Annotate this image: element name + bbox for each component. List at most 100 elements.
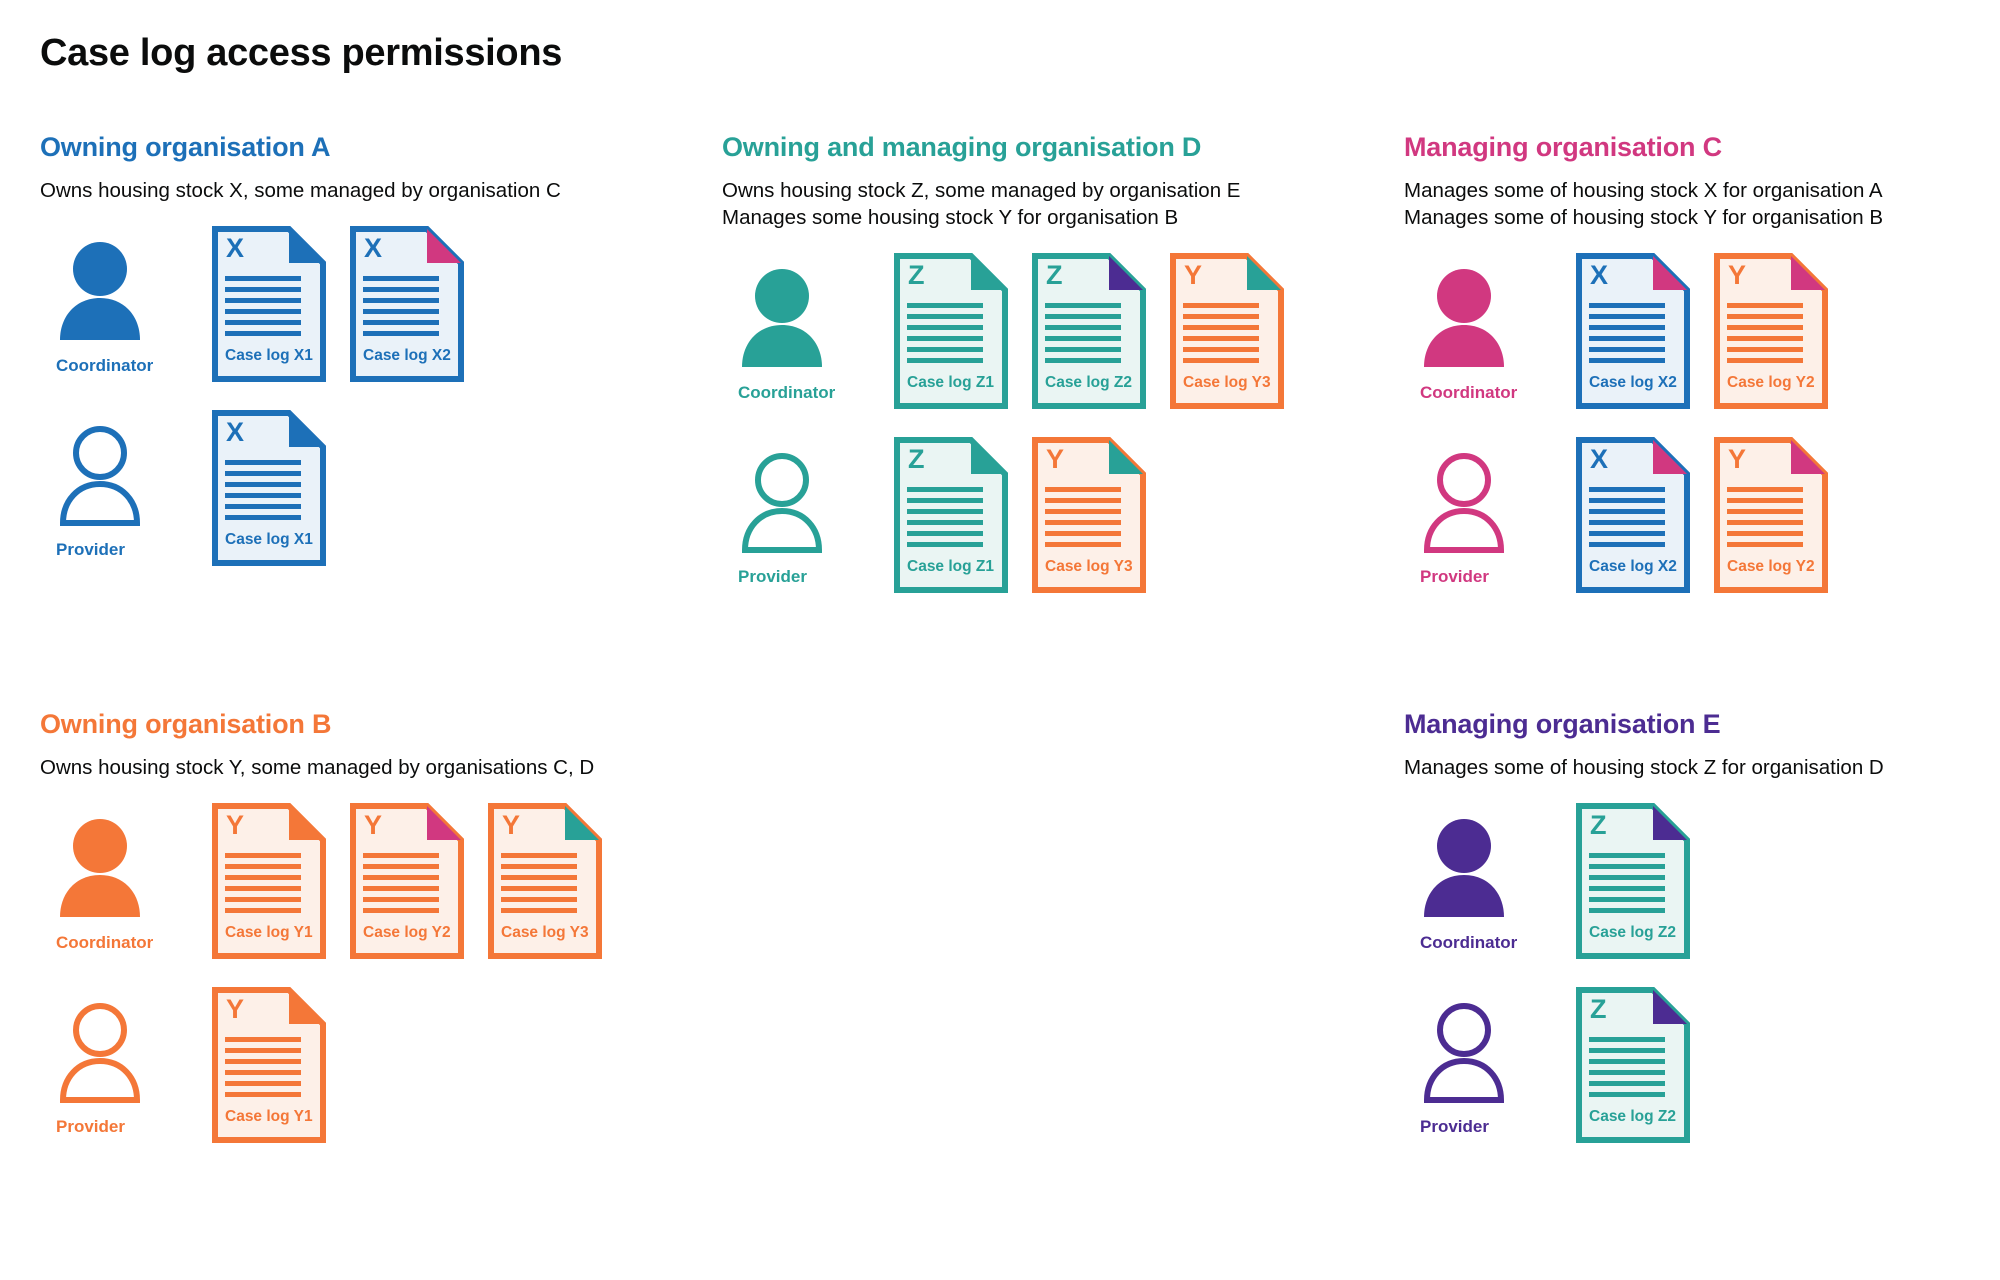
document-text-lines <box>363 276 439 342</box>
case-log-card[interactable]: Y Case log Y3 <box>1170 253 1284 409</box>
section-heading: Owning organisation B <box>40 709 332 739</box>
person-outline-icon <box>40 987 144 1105</box>
stock-letter: Y <box>1728 260 1747 290</box>
document-text-lines <box>225 276 301 342</box>
document-icon: X Case log X2 <box>350 226 464 382</box>
case-log-card[interactable]: X Case log X1 <box>212 410 326 566</box>
document-icon: X Case log X2 <box>1576 437 1690 593</box>
case-log-list: Y Case log Y1 Y Case log Y2 Y Case log Y3 <box>212 803 602 959</box>
document-text-lines <box>1183 303 1259 369</box>
case-log-card[interactable]: Y Case log Y1 <box>212 987 326 1143</box>
document-text-lines <box>225 1037 301 1103</box>
case-log-label: Case log X1 <box>225 347 313 364</box>
case-log-label: Case log Y3 <box>501 924 589 941</box>
case-log-list: Z Case log Z2 <box>1576 987 1690 1143</box>
person-filled-icon <box>40 226 144 344</box>
case-log-card[interactable]: Y Case log Y2 <box>1714 253 1828 409</box>
case-log-card[interactable]: Z Case log Z2 <box>1032 253 1146 409</box>
org-section-org-b: Owning organisation B Owns housing stock … <box>40 709 602 1171</box>
case-log-card[interactable]: Z Case log Z1 <box>894 253 1008 409</box>
description-line: Manages some of housing stock Y for orga… <box>1404 206 1883 229</box>
document-text-lines <box>1589 1037 1665 1103</box>
stock-letter: Y <box>226 994 245 1024</box>
case-log-label: Case log X2 <box>363 347 451 364</box>
case-log-list: X Case log X2 Y Case log Y2 <box>1576 253 1828 409</box>
case-log-card[interactable]: Y Case log Y3 <box>488 803 602 959</box>
case-log-card[interactable]: Z Case log Z2 <box>1576 987 1690 1143</box>
case-log-card[interactable]: Y Case log Y3 <box>1032 437 1146 593</box>
section-description: Owns housing stock Z, some managed by or… <box>722 177 1284 231</box>
document-text-lines <box>1589 303 1665 369</box>
section-description: Owns housing stock X, some managed by or… <box>40 177 561 204</box>
document-icon: Z Case log Z2 <box>1576 803 1690 959</box>
document-icon: Z Case log Z2 <box>1576 987 1690 1143</box>
case-log-card[interactable]: Z Case log Z1 <box>894 437 1008 593</box>
person-filled-icon <box>1404 253 1508 371</box>
case-log-list: X Case log X1 X Case log X2 <box>212 226 464 382</box>
document-icon: Z Case log Z2 <box>1032 253 1146 409</box>
section-heading: Owning and managing organisation D <box>722 132 1202 162</box>
person-filled-icon <box>722 253 826 371</box>
case-log-list: Z Case log Z1 Y Case log Y3 <box>894 437 1146 593</box>
document-icon: Y Case log Y3 <box>488 803 602 959</box>
role-row-provider: Provider Y Case log Y1 <box>40 987 602 1143</box>
description-line: Owns housing stock Z, some managed by or… <box>722 179 1241 202</box>
stock-letter: X <box>1590 444 1609 474</box>
role-label: Provider <box>1420 567 1489 586</box>
role-cell: Provider <box>40 410 212 560</box>
role-label: Provider <box>56 1117 125 1136</box>
case-log-label: Case log Y3 <box>1045 558 1133 575</box>
role-label: Provider <box>738 567 807 586</box>
case-log-card[interactable]: Y Case log Y1 <box>212 803 326 959</box>
document-text-lines <box>1727 303 1803 369</box>
stock-letter: X <box>1590 260 1609 290</box>
stock-letter: Z <box>1590 994 1607 1024</box>
role-row-provider: Provider Z Case log Z2 <box>1404 987 1884 1143</box>
person-outline-icon <box>40 410 144 528</box>
person-filled-icon <box>40 803 144 921</box>
document-icon: X Case log X1 <box>212 226 326 382</box>
case-log-card[interactable]: Y Case log Y2 <box>1714 437 1828 593</box>
document-text-lines <box>1727 487 1803 553</box>
document-icon: Y Case log Y2 <box>1714 437 1828 593</box>
case-log-card[interactable]: X Case log X2 <box>1576 437 1690 593</box>
page-title: Case log access permissions <box>40 32 563 74</box>
case-log-card[interactable]: X Case log X2 <box>1576 253 1690 409</box>
role-cell: Coordinator <box>40 803 212 953</box>
person-outline-icon <box>1404 437 1508 555</box>
case-log-label: Case log X1 <box>225 531 313 548</box>
document-icon: Y Case log Y3 <box>1032 437 1146 593</box>
case-log-card[interactable]: Y Case log Y2 <box>350 803 464 959</box>
person-outline-icon <box>1404 987 1508 1105</box>
section-description: Manages some of housing stock Z for orga… <box>1404 754 1884 781</box>
case-log-card[interactable]: X Case log X1 <box>212 226 326 382</box>
section-heading: Owning organisation A <box>40 132 331 162</box>
org-section-org-c: Managing organisation C Manages some of h… <box>1404 132 1883 621</box>
document-text-lines <box>225 853 301 919</box>
case-log-list: X Case log X2 Y Case log Y2 <box>1576 437 1828 593</box>
stock-letter: X <box>226 417 245 447</box>
role-cell: Provider <box>40 987 212 1137</box>
role-cell: Provider <box>1404 987 1576 1137</box>
case-log-card[interactable]: X Case log X2 <box>350 226 464 382</box>
description-line: Owns housing stock X, some managed by or… <box>40 179 561 202</box>
case-log-list: X Case log X1 <box>212 410 326 566</box>
role-row-coordinator: Coordinator X Case log X2 Y Case log Y2 <box>1404 253 1883 409</box>
document-icon: Z Case log Z1 <box>894 253 1008 409</box>
role-cell: Coordinator <box>1404 253 1576 403</box>
role-label: Coordinator <box>56 356 154 375</box>
case-log-label: Case log Y2 <box>1727 374 1815 391</box>
stock-letter: Y <box>1184 260 1203 290</box>
section-description: Manages some of housing stock X for orga… <box>1404 177 1883 231</box>
stock-letter: Y <box>502 810 521 840</box>
section-heading: Managing organisation C <box>1404 132 1722 162</box>
case-log-card[interactable]: Z Case log Z2 <box>1576 803 1690 959</box>
case-log-label: Case log Y1 <box>225 1108 313 1125</box>
stock-letter: Y <box>364 810 383 840</box>
document-text-lines <box>1589 853 1665 919</box>
role-row-provider: Provider Z Case log Z1 Y Case log Y3 <box>722 437 1284 593</box>
document-icon: Z Case log Z1 <box>894 437 1008 593</box>
document-text-lines <box>363 853 439 919</box>
document-text-lines <box>1045 303 1121 369</box>
case-log-label: Case log Y3 <box>1183 374 1271 391</box>
